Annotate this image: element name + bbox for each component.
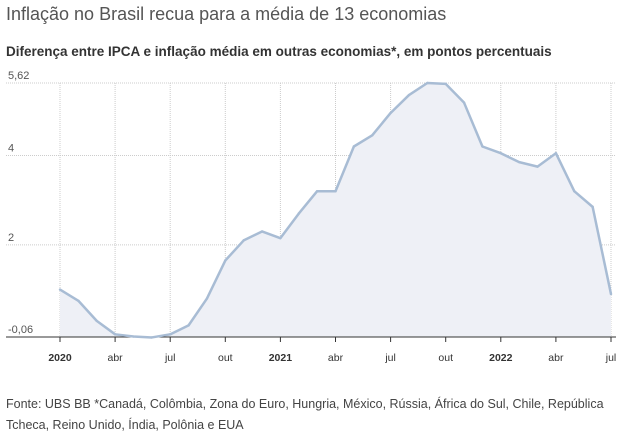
data-point [187, 324, 190, 327]
data-point [462, 101, 466, 104]
data-point [224, 259, 227, 262]
data-point [315, 190, 319, 193]
y-tick-label: 2 [8, 232, 14, 244]
data-point [499, 152, 502, 155]
data-point [517, 160, 521, 164]
data-point [279, 236, 282, 240]
data-point [242, 239, 245, 242]
x-tick-label: out [438, 352, 453, 364]
y-tick-labels: 5,62 4 2 -0,06 [8, 70, 33, 336]
data-point [536, 165, 539, 168]
x-tick-label: abr [548, 352, 564, 364]
series-area [60, 83, 611, 338]
x-tick-label: 2022 [489, 352, 513, 364]
data-point [426, 81, 429, 85]
x-tick-label: 2020 [48, 352, 72, 364]
data-point [554, 152, 558, 155]
x-tick-label: jul [605, 352, 617, 364]
data-point [389, 111, 392, 115]
data-point [352, 145, 356, 148]
x-tick-labels: 2020 abr jul out 2021 abr jul out 2022 abr jul [48, 352, 616, 364]
data-point [260, 230, 264, 233]
y-tick-label: 4 [8, 142, 14, 154]
data-point [609, 292, 613, 296]
x-tick-label: out [218, 352, 233, 364]
data-point [113, 333, 117, 336]
xtick-marks [59, 337, 612, 342]
data-point [481, 145, 484, 148]
y-tick-label: 5,62 [8, 70, 29, 82]
chart-subtitle: Diferença entre IPCA e inflação média em… [6, 44, 552, 59]
data-point [132, 335, 135, 338]
data-point [591, 205, 594, 209]
data-point [205, 297, 209, 300]
data-point [407, 93, 411, 97]
data-point [297, 212, 300, 215]
source-footnote: Fonte: UBS BB *Canadá, Colômbia, Zona do… [6, 397, 604, 432]
series-points [58, 81, 613, 339]
x-tick-label: jul [164, 352, 176, 364]
x-tick-label: 2021 [269, 352, 293, 364]
data-point [573, 190, 576, 193]
data-point [77, 299, 80, 302]
x-tick-label: abr [108, 352, 124, 364]
x-tick-label: abr [328, 352, 344, 364]
chart-title: Inflação no Brasil recua para a média de… [6, 4, 447, 24]
data-point [58, 288, 62, 291]
data-point [371, 134, 374, 137]
data-point [169, 333, 172, 336]
y-tick-label: -0,06 [8, 324, 33, 336]
data-point [334, 190, 337, 193]
x-tick-label: jul [384, 352, 396, 364]
data-point [444, 82, 447, 86]
data-point [95, 319, 98, 323]
data-point [150, 336, 154, 339]
